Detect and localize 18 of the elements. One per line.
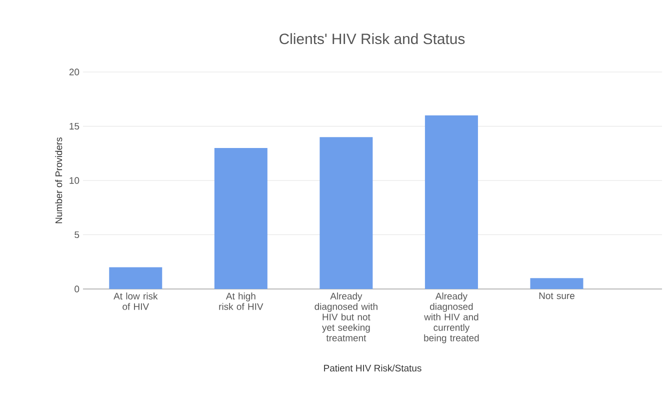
y-tick-label: 15 bbox=[70, 122, 80, 130]
x-tick-label: Not sure bbox=[539, 292, 574, 300]
y-axis-title: Number of Providers bbox=[55, 137, 62, 224]
y-tick-label: 10 bbox=[70, 177, 80, 184]
x-tick-label: Already diagnosed with HIV but not yet seeking treatment bbox=[314, 292, 378, 342]
y-tick-label: 0 bbox=[74, 286, 80, 292]
y-tick-label: 20 bbox=[69, 68, 80, 76]
bar bbox=[530, 278, 584, 289]
x-tick-label: At high risk of HIV bbox=[219, 292, 264, 310]
bar bbox=[214, 148, 268, 289]
bar bbox=[109, 267, 162, 289]
y-tick-label: 5 bbox=[74, 231, 80, 238]
x-tick-label: Already diagnosed with HIV and currently being treated bbox=[424, 292, 479, 344]
chart-title: Clients' HIV Risk and Status bbox=[280, 33, 465, 44]
x-axis-title: Patient HIV Risk/Status bbox=[324, 364, 422, 372]
x-tick-label: At low risk of HIV bbox=[114, 292, 158, 310]
bar bbox=[424, 115, 478, 289]
bar bbox=[320, 137, 373, 289]
